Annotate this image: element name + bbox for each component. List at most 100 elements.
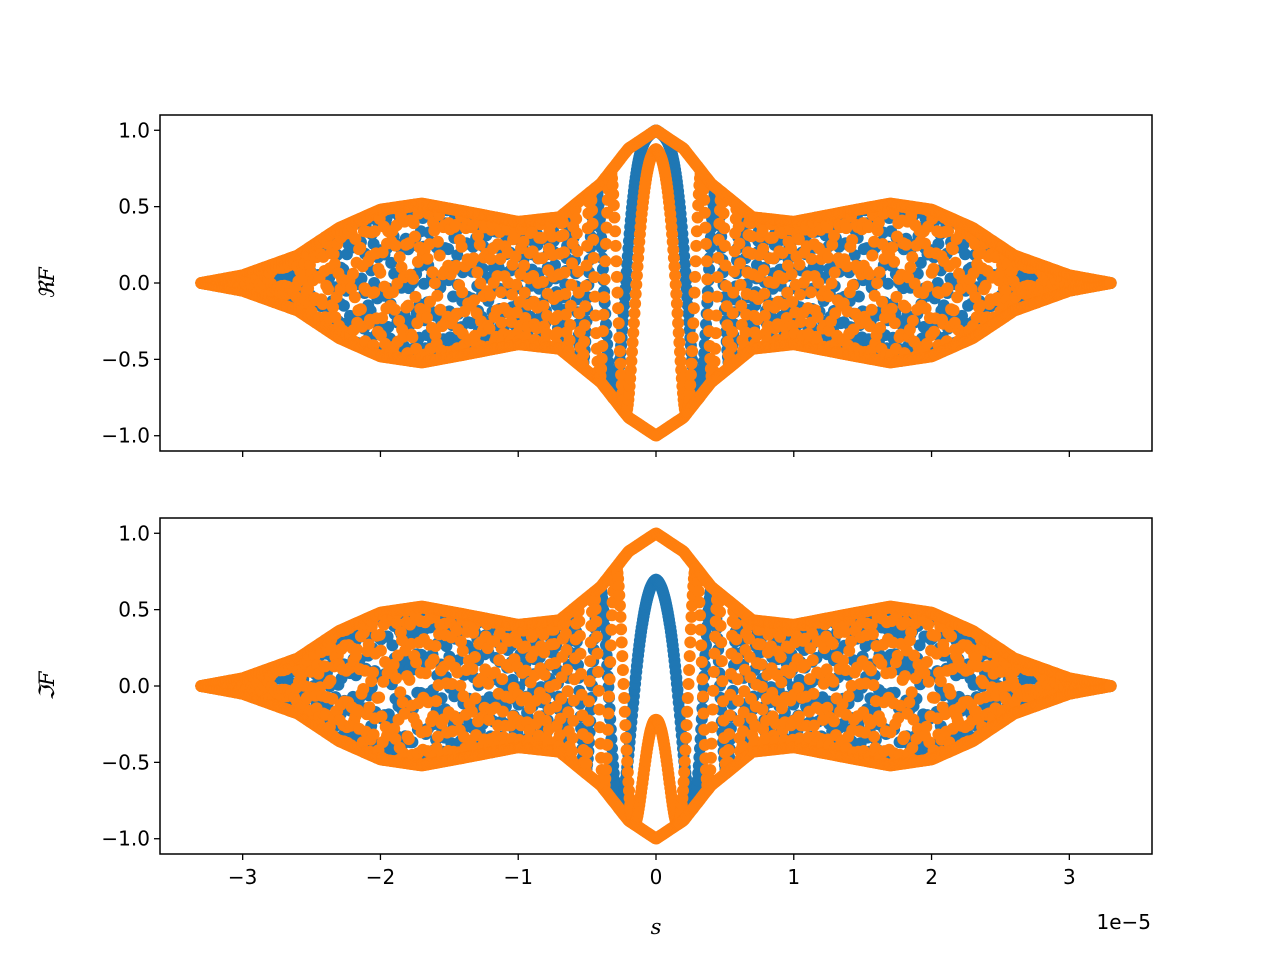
point-series-2 [402, 299, 415, 312]
point-series-2 [615, 368, 628, 381]
point-series-2 [792, 233, 805, 246]
point-series-2 [888, 255, 901, 268]
point-series-1 [368, 277, 381, 289]
point-series-1 [852, 290, 865, 303]
point-series-2 [376, 312, 389, 324]
point-series-2 [942, 225, 955, 238]
point-series-2 [505, 288, 518, 301]
point-series-2 [495, 316, 508, 329]
point-series-2 [698, 193, 711, 206]
point-series-2 [577, 348, 590, 361]
point-series-2 [717, 207, 730, 220]
y-tick-label: 0.5 [118, 195, 150, 219]
point-series-2 [614, 357, 627, 370]
point-series-1 [337, 299, 350, 312]
point-series-1 [385, 256, 398, 269]
point-series-2 [368, 286, 381, 299]
point-series-2 [578, 319, 591, 332]
point-series-2 [580, 259, 593, 272]
point-series-2 [517, 235, 530, 248]
point-series-2 [316, 298, 329, 310]
point-series-2 [684, 378, 697, 391]
point-series-2 [368, 225, 381, 238]
y-tick-label: 1.0 [118, 118, 150, 142]
point-series-2 [585, 194, 598, 207]
point-series-2 [607, 199, 620, 212]
point-series-2 [667, 251, 680, 264]
point-series-2 [471, 266, 484, 279]
point-series-2 [609, 225, 622, 238]
point-series-2 [873, 266, 886, 279]
point-series-2 [673, 336, 686, 349]
point-series-2 [785, 268, 798, 281]
point-series-2 [374, 266, 387, 279]
point-series-2 [672, 317, 685, 330]
point-series-2 [872, 216, 885, 229]
point-series-2 [840, 260, 853, 273]
point-series-2 [719, 259, 732, 272]
point-series-2 [863, 268, 876, 281]
point-series-2 [428, 224, 441, 237]
point-series-2 [537, 299, 550, 312]
point-series-2 [699, 221, 712, 234]
point-series-2 [421, 252, 434, 265]
point-series-2 [536, 275, 549, 288]
point-series-2 [888, 317, 901, 330]
point-series-2 [431, 235, 444, 248]
point-series-2 [727, 286, 740, 299]
point-series-2 [919, 302, 932, 315]
point-series-2 [688, 286, 701, 299]
point-series-2 [328, 258, 341, 270]
point-series-2 [786, 296, 799, 308]
point-series-2 [968, 238, 981, 251]
point-series-2 [732, 220, 745, 233]
point-series-2 [928, 325, 941, 338]
point-series-2 [626, 345, 638, 358]
point-series-2 [672, 326, 685, 339]
point-series-2 [597, 308, 610, 321]
point-series-2 [698, 206, 711, 219]
point-series-2 [812, 276, 825, 289]
point-series-2 [904, 261, 917, 274]
point-series-2 [563, 334, 576, 347]
point-series-2 [1104, 277, 1117, 289]
point-series-2 [589, 290, 601, 303]
point-series-2 [712, 251, 725, 264]
point-series-2 [627, 317, 640, 330]
point-series-2 [718, 239, 731, 252]
point-series-2 [613, 331, 626, 344]
point-series-2 [518, 259, 531, 272]
point-series-2 [595, 362, 608, 375]
point-series-2 [483, 322, 496, 335]
point-series-2 [709, 327, 722, 340]
point-series-2 [600, 237, 612, 250]
point-series-2 [629, 297, 642, 310]
point-series-2 [558, 246, 571, 259]
point-series-2 [395, 261, 408, 274]
point-series-2 [711, 271, 724, 284]
point-series-2 [613, 345, 626, 358]
point-series-2 [579, 300, 592, 313]
point-series-2 [409, 290, 422, 303]
point-series-1 [418, 277, 430, 290]
point-series-2 [718, 222, 731, 235]
point-series-2 [900, 238, 913, 251]
point-series-2 [674, 355, 687, 368]
point-series-2 [449, 219, 462, 231]
point-series-2 [407, 272, 419, 285]
point-series-1 [959, 248, 972, 261]
point-series-2 [389, 239, 402, 252]
point-series-2 [866, 249, 879, 262]
point-series-2 [686, 331, 699, 344]
point-series-2 [354, 241, 367, 254]
point-series-2 [558, 266, 571, 279]
point-series-2 [862, 221, 875, 234]
point-series-2 [949, 256, 962, 269]
point-series-2 [598, 291, 611, 304]
point-series-2 [701, 291, 714, 304]
point-series-2 [570, 227, 583, 240]
point-series-2 [669, 269, 682, 282]
point-series-2 [811, 310, 824, 323]
point-series-2 [626, 336, 639, 349]
